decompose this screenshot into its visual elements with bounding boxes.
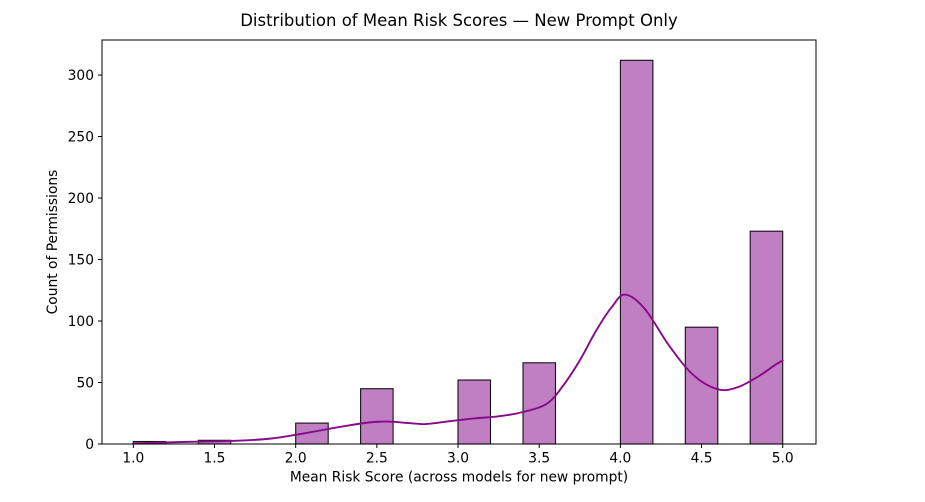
y-tick-label: 200 bbox=[68, 191, 94, 207]
y-tick-label: 0 bbox=[85, 437, 94, 453]
x-tick-label: 1.5 bbox=[204, 451, 226, 467]
y-tick-label: 150 bbox=[68, 252, 94, 268]
chart-title: Distribution of Mean Risk Scores — New P… bbox=[240, 11, 678, 30]
histogram-bar bbox=[360, 388, 394, 445]
y-tick-label: 300 bbox=[68, 68, 94, 84]
x-tick-label: 3.5 bbox=[528, 451, 550, 467]
histogram-bar bbox=[684, 326, 719, 445]
x-tick-label: 3.0 bbox=[447, 451, 469, 467]
histogram-bar bbox=[749, 230, 784, 445]
bars-layer bbox=[132, 59, 784, 445]
x-tick-label: 4.5 bbox=[691, 451, 713, 467]
x-tick-label: 4.0 bbox=[609, 451, 631, 467]
kde-layer bbox=[132, 293, 784, 445]
y-tick-label: 100 bbox=[68, 314, 94, 330]
histogram-bar bbox=[457, 379, 492, 445]
axes-layer: 1.0 1.5 2.0 2.5 3.0 3.5 4.0 4.5 5.0 0 50 100 150 200 2… bbox=[68, 39, 817, 467]
histogram-bar bbox=[522, 362, 557, 445]
y-tick-label: 50 bbox=[76, 375, 94, 391]
x-tick-label: 1.0 bbox=[122, 451, 144, 467]
kde-curve bbox=[132, 293, 784, 445]
x-tick-label: 5.0 bbox=[772, 451, 794, 467]
x-axis-label: Mean Risk Score (across models for new p… bbox=[290, 470, 628, 486]
histogram-bar bbox=[619, 59, 654, 445]
y-tick-label: 250 bbox=[68, 129, 94, 145]
plot-frame bbox=[101, 39, 817, 445]
x-tick-label: 2.0 bbox=[285, 451, 307, 467]
x-tick-label: 2.5 bbox=[366, 451, 388, 467]
y-axis-label: Count of Permissions bbox=[45, 170, 61, 315]
